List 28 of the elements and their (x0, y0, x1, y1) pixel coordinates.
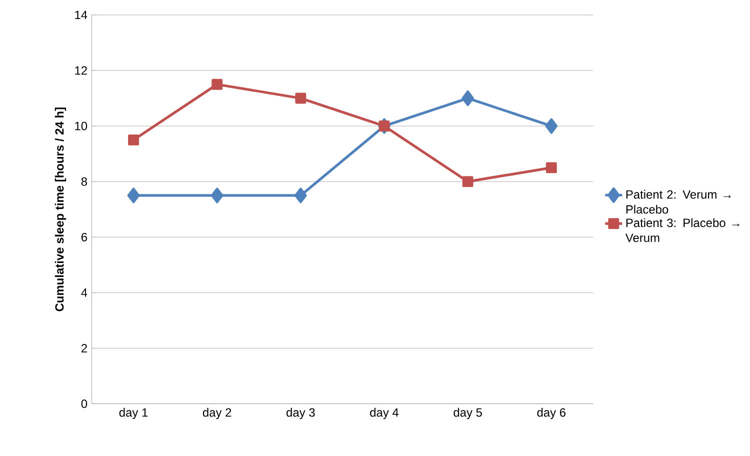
point (546, 162, 557, 174)
x-tick-label: day 1 (119, 408, 148, 420)
legend-label: Patient 3: Placebo → Verum (625, 218, 740, 242)
legend-label: Patient 2: Verum → Placebo (626, 190, 731, 214)
y-tick-label: 2 (81, 344, 87, 353)
x-tick-label: day 2 (202, 408, 232, 420)
point (295, 92, 306, 104)
x-tick-label: day 5 (454, 408, 482, 420)
point (294, 188, 307, 204)
y-tick-label: 0 (81, 400, 88, 408)
point (210, 188, 224, 204)
point (462, 176, 474, 188)
y-tick-label: 6 (81, 233, 88, 242)
y-tick-label: 8 (81, 178, 88, 186)
y-tick-label: 4 (81, 288, 88, 297)
point (545, 118, 558, 134)
point (378, 120, 390, 132)
y-axis-title: Cumulative sleep time [hours / 24 h] (54, 108, 66, 312)
point (462, 90, 474, 106)
y-tick-label: 14 (75, 11, 88, 20)
x-tick-label: day 3 (286, 408, 315, 420)
y-tick-label: 10 (75, 122, 88, 130)
y-tick-label: 12 (75, 66, 87, 75)
point (128, 134, 139, 146)
x-tick-label: day 6 (537, 408, 566, 420)
x-tick-label: day 4 (370, 408, 399, 420)
point (212, 79, 223, 90)
point (127, 188, 140, 204)
